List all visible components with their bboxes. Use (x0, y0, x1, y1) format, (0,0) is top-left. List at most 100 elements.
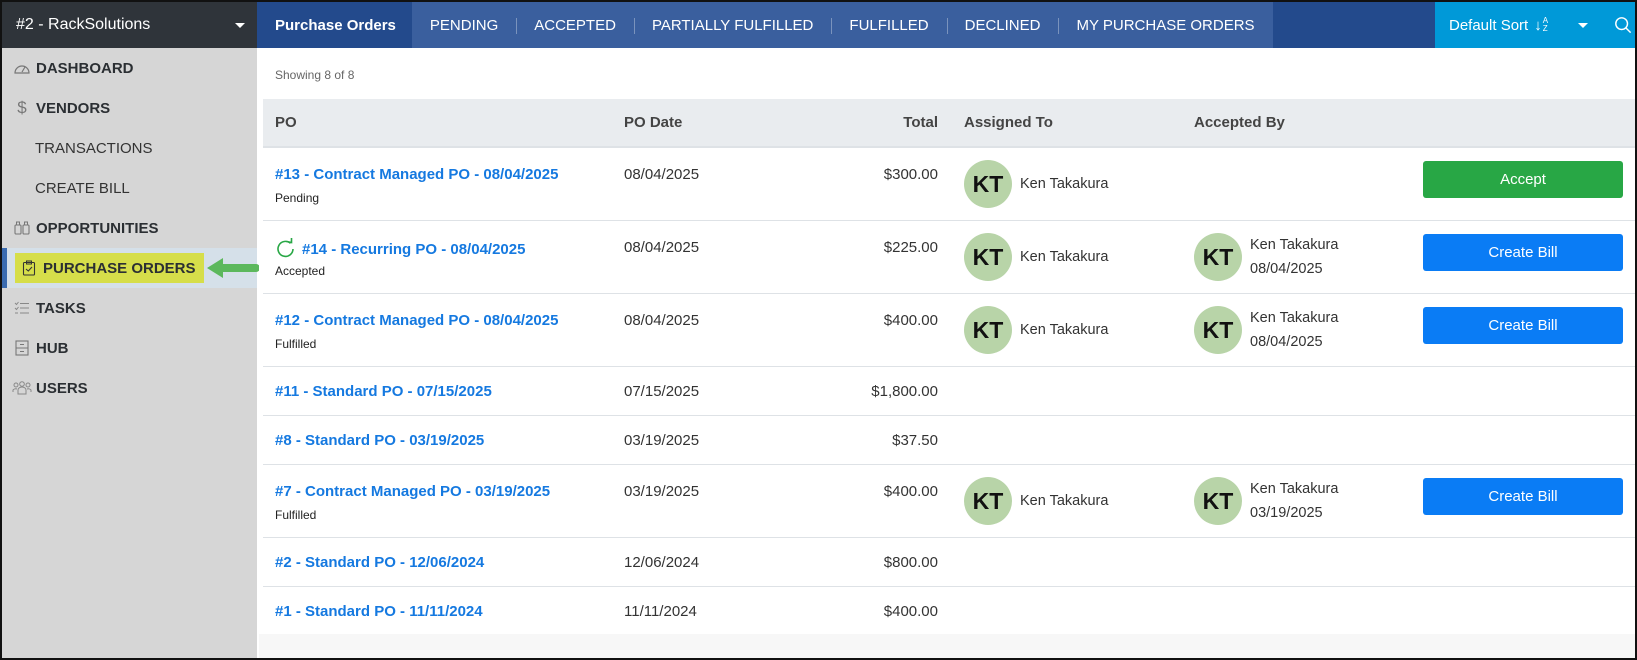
sidebar-item-tasks[interactable]: TASKS (2, 288, 257, 328)
column-header-total[interactable]: Total (903, 114, 938, 131)
results-count: Showing 8 of 8 (275, 68, 355, 82)
table-row: #1 - Standard PO - 11/11/2024 11/11/2024… (263, 587, 1635, 634)
sidebar-item-users[interactable]: USERS (2, 368, 257, 408)
avatar: KT (964, 160, 1012, 208)
clipboard-check-icon (19, 259, 39, 277)
po-link[interactable]: #12 - Contract Managed PO - 08/04/2025 (275, 312, 559, 329)
table-row: #13 - Contract Managed PO - 08/04/2025 P… (263, 148, 1635, 221)
avatar: KT (964, 477, 1012, 525)
search-icon[interactable] (1614, 16, 1632, 34)
po-total: $37.50 (892, 432, 938, 449)
accepted-date: 08/04/2025 (1250, 261, 1323, 277)
column-header-accepted-by[interactable]: Accepted By (1194, 114, 1285, 131)
po-total: $400.00 (883, 603, 938, 620)
chevron-down-icon (235, 22, 245, 28)
tab-accepted[interactable]: ACCEPTED (516, 2, 634, 48)
tab-purchase-orders[interactable]: Purchase Orders (257, 2, 412, 48)
po-status: Pending (275, 191, 320, 205)
po-total: $400.00 (883, 312, 938, 329)
sidebar-item-purchase-orders[interactable]: PURCHASE ORDERS (2, 248, 259, 288)
tab-pending[interactable]: PENDING (429, 16, 499, 34)
tab-fulfilled[interactable]: FULFILLED (831, 2, 946, 48)
topbar-spacer (1272, 2, 1435, 48)
column-header-assigned-to[interactable]: Assigned To (964, 114, 1053, 131)
cabinet-icon (12, 339, 32, 357)
sort-alpha-down-icon: ↓ A Z (1534, 16, 1549, 34)
po-date: 11/11/2024 (624, 603, 697, 620)
purchase-orders-panel: Showing 8 of 8 PO PO Date Total Assigned… (259, 48, 1635, 658)
table-row: #8 - Standard PO - 03/19/2025 03/19/2025… (263, 416, 1635, 465)
tab-my-purchase-orders[interactable]: MY PURCHASE ORDERS (1058, 2, 1272, 48)
column-header-po[interactable]: PO (275, 114, 297, 131)
top-bar: #2 - RackSolutions Purchase Orders PENDI… (2, 2, 1635, 48)
avatar: KT (964, 233, 1012, 281)
po-status: Fulfilled (275, 508, 317, 522)
accept-button[interactable]: Accept (1423, 161, 1623, 198)
table-footer (259, 634, 1635, 658)
sidebar: DASHBOARD $ VENDORS TRANSACTIONS CREATE … (2, 48, 259, 658)
users-icon (12, 379, 32, 397)
accepted-date: 08/04/2025 (1250, 334, 1323, 350)
table-row: #2 - Standard PO - 12/06/2024 12/06/2024… (263, 538, 1635, 587)
po-date: 07/15/2025 (624, 383, 700, 400)
accepted-name: Ken Takakura (1250, 310, 1339, 326)
sidebar-item-create-bill[interactable]: CREATE BILL (35, 179, 130, 197)
sidebar-item-opportunities[interactable]: OPPORTUNITIES (2, 208, 257, 248)
po-date: 03/19/2025 (624, 432, 700, 449)
accepted-name: Ken Takakura (1250, 481, 1339, 497)
sidebar-item-vendors[interactable]: $ VENDORS (2, 88, 257, 128)
accepted-name: Ken Takakura (1250, 237, 1339, 253)
po-status: Fulfilled (275, 337, 317, 351)
assigned-name: Ken Takakura (1020, 176, 1109, 192)
table-row: #12 - Contract Managed PO - 08/04/2025 F… (263, 294, 1635, 367)
po-date: 08/04/2025 (624, 312, 700, 329)
table-row: #7 - Contract Managed PO - 03/19/2025 Fu… (263, 465, 1635, 538)
highlight-box: PURCHASE ORDERS (15, 253, 204, 283)
column-header-po-date[interactable]: PO Date (624, 114, 683, 131)
status-tabs: Purchase Orders PENDING ACCEPTED PARTIAL… (257, 2, 1273, 48)
org-selector[interactable]: #2 - RackSolutions (2, 2, 257, 48)
create-bill-button[interactable]: Create Bill (1423, 478, 1623, 515)
po-link[interactable]: #11 - Standard PO - 07/15/2025 (275, 383, 492, 400)
recurring-icon (277, 238, 294, 258)
binoculars-icon (12, 219, 32, 237)
assigned-name: Ken Takakura (1020, 322, 1109, 338)
po-link[interactable]: #2 - Standard PO - 12/06/2024 (275, 554, 485, 571)
create-bill-button[interactable]: Create Bill (1423, 234, 1623, 271)
po-total: $225.00 (883, 239, 938, 256)
chevron-down-icon (1578, 22, 1589, 28)
avatar: KT (1194, 477, 1242, 525)
arrow-pointer-icon (207, 258, 259, 278)
po-total: $1,800.00 (871, 383, 938, 400)
avatar: KT (1194, 233, 1242, 281)
tab-partially-fulfilled[interactable]: PARTIALLY FULFILLED (633, 2, 831, 48)
tab-declined[interactable]: DECLINED (946, 2, 1059, 48)
dollar-icon: $ (17, 98, 27, 117)
assigned-name: Ken Takakura (1020, 493, 1109, 509)
po-link[interactable]: #7 - Contract Managed PO - 03/19/2025 (275, 483, 551, 500)
po-date: 03/19/2025 (624, 483, 700, 500)
dashboard-gauge-icon (12, 59, 32, 77)
table-header: PO PO Date Total Assigned To Accepted By (263, 99, 1635, 148)
create-bill-button[interactable]: Create Bill (1423, 307, 1623, 344)
po-link[interactable]: #8 - Standard PO - 03/19/2025 (275, 432, 485, 449)
sort-dropdown[interactable]: Default Sort ↓ A Z (1435, 2, 1635, 48)
po-date: 12/06/2024 (624, 554, 700, 571)
po-link[interactable]: #1 - Standard PO - 11/11/2024 (275, 603, 483, 620)
po-status: Accepted (275, 264, 326, 278)
assigned-name: Ken Takakura (1020, 249, 1109, 265)
sort-label: Default Sort (1449, 16, 1529, 34)
sidebar-item-dashboard[interactable]: DASHBOARD (2, 48, 257, 88)
po-date: 08/04/2025 (624, 166, 700, 183)
table-row: #14 - Recurring PO - 08/04/2025 Accepted… (263, 221, 1635, 294)
checklist-icon (12, 299, 32, 317)
org-selector-label: #2 - RackSolutions (16, 16, 151, 33)
po-link[interactable]: #13 - Contract Managed PO - 08/04/2025 (275, 166, 559, 183)
sidebar-item-transactions[interactable]: TRANSACTIONS (35, 139, 153, 157)
po-link[interactable]: #14 - Recurring PO - 08/04/2025 (275, 238, 525, 260)
sidebar-item-hub[interactable]: HUB (2, 328, 257, 368)
accepted-date: 03/19/2025 (1250, 505, 1323, 521)
po-total: $300.00 (883, 166, 938, 183)
po-total: $800.00 (883, 554, 938, 571)
po-total: $400.00 (883, 483, 938, 500)
